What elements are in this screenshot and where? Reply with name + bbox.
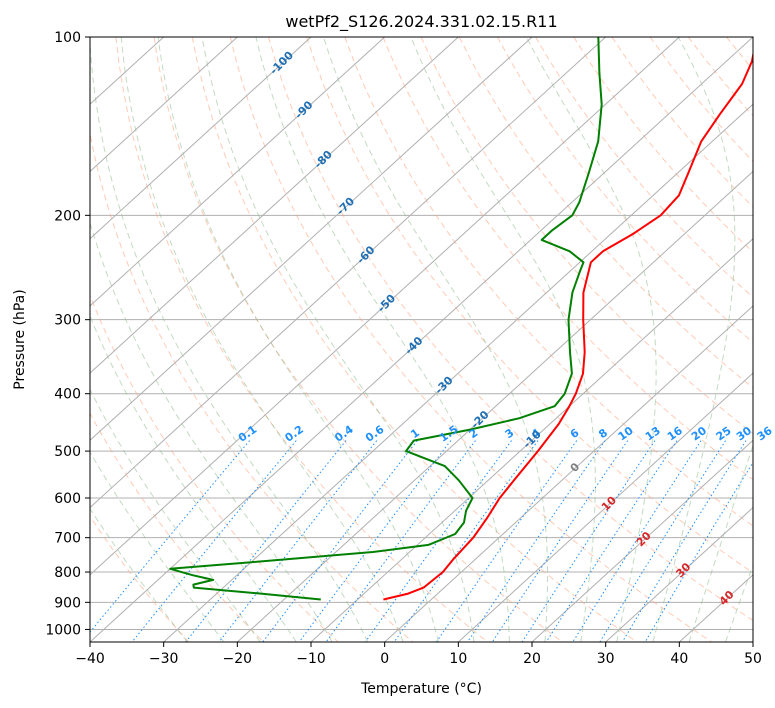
moist-adiabat <box>323 37 548 642</box>
moist-adiabat <box>90 450 225 642</box>
x-axis-ticks: −40 −30 −20 −10 0 10 20 30 40 50 <box>75 642 762 667</box>
isotherm-line <box>457 372 753 642</box>
x-tick-label: 20 <box>523 651 541 667</box>
moist-adiabat <box>255 37 510 642</box>
moist-adiabat <box>725 563 753 642</box>
isotherm-line <box>90 37 312 240</box>
y-tick-label: 100 <box>54 30 81 46</box>
isotherm-line <box>90 37 753 642</box>
temperature-profile-line <box>383 50 753 601</box>
y-tick-label: 600 <box>54 491 81 507</box>
mixing-ratio-line <box>325 440 476 642</box>
x-axis-label: Temperature (°C) <box>360 681 482 697</box>
y-tick-label: 800 <box>54 565 81 581</box>
x-tick-label: 50 <box>744 651 762 667</box>
mixing-ratio-line <box>90 440 250 633</box>
isotherm-line <box>531 439 753 642</box>
x-tick-label: −10 <box>296 651 326 667</box>
dry-adiabat <box>191 37 638 642</box>
x-tick-label: 10 <box>449 651 467 667</box>
moist-adiabat <box>90 314 297 642</box>
plot-area <box>90 37 753 642</box>
isotherm-line <box>310 237 753 642</box>
isotherm-line <box>90 37 238 173</box>
mixing-ratio-line <box>599 440 727 642</box>
isotherm-line <box>384 305 753 642</box>
x-tick-label: 0 <box>380 651 389 667</box>
data-series <box>169 37 753 601</box>
chart-title: wetPf2_S126.2024.331.02.15.R11 <box>285 12 557 32</box>
y-axis-label: Pressure (hPa) <box>12 289 28 389</box>
mixing-ratio-line <box>467 440 606 642</box>
x-tick-label: −40 <box>75 651 105 667</box>
dry-adiabat <box>153 37 563 642</box>
plot-frame <box>89 36 754 643</box>
mixing-ratio-line <box>621 440 747 642</box>
moist-adiabats <box>90 37 753 642</box>
dry-adiabat <box>90 412 264 642</box>
dry-adiabat <box>268 37 753 622</box>
isotherm-line <box>605 506 753 642</box>
moist-adiabat <box>90 220 333 642</box>
dry-adiabat <box>458 37 753 389</box>
isotherm-line <box>163 103 753 642</box>
y-tick-label: 300 <box>54 313 81 329</box>
isotherm-line <box>90 37 386 307</box>
mixing-ratio-line <box>393 440 539 642</box>
mixing-ratio-line <box>435 440 578 642</box>
isotherm-line <box>90 37 459 374</box>
mixing-ratio-line <box>644 461 753 642</box>
moist-adiabat <box>688 443 753 642</box>
y-tick-label: 1000 <box>45 622 81 638</box>
x-tick-label: 30 <box>597 651 615 667</box>
dewpoint-profile-line <box>169 37 603 601</box>
y-axis-ticks: 100 200 300 400 500 600 700 800 900 1000 <box>45 30 90 638</box>
isotherm-line <box>90 37 680 576</box>
moist-adiabat <box>201 37 475 642</box>
dry-adiabat <box>115 37 488 642</box>
x-tick-label: −20 <box>223 651 253 667</box>
isobar-gridlines <box>90 37 753 630</box>
y-tick-label: 700 <box>54 531 81 547</box>
mixing-ratio-line <box>364 440 512 642</box>
dry-adiabat <box>420 37 753 435</box>
moist-adiabat <box>90 37 369 642</box>
mixing-ratio-line <box>491 440 629 642</box>
isotherm-line <box>90 37 533 442</box>
moist-adiabat <box>90 388 261 642</box>
mixing-ratio-line <box>521 440 656 642</box>
y-tick-label: 200 <box>54 208 81 224</box>
moist-adiabat <box>652 37 736 642</box>
y-tick-label: 400 <box>54 387 81 403</box>
x-tick-label: 40 <box>670 651 688 667</box>
moist-adiabat <box>157 37 439 642</box>
mixing-ratio-line <box>131 440 297 642</box>
x-tick-label: −30 <box>149 651 179 667</box>
y-tick-label: 900 <box>54 595 81 611</box>
moist-adiabat <box>90 507 188 642</box>
isotherm-line <box>90 37 607 509</box>
y-tick-label: 500 <box>54 444 81 460</box>
moist-adiabat <box>120 37 404 642</box>
